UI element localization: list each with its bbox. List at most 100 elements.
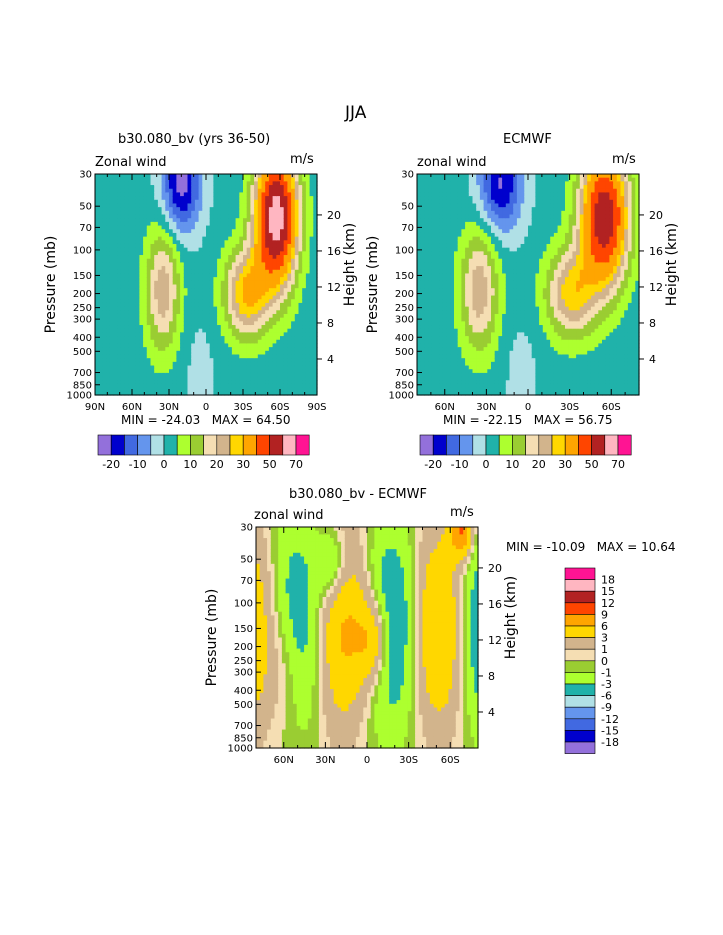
field-cell [442,376,448,381]
field-cell [243,354,248,359]
field-cell [231,295,237,300]
field-cell [494,177,499,182]
field-cell [132,273,137,278]
field-cell [439,229,444,234]
field-cell [209,321,214,326]
field-cell [239,185,244,190]
field-cell [106,391,111,396]
field-cell [457,313,462,319]
field-cell [180,262,185,267]
field-cell [472,174,477,179]
field-cell [150,251,155,256]
field-cell [454,262,459,267]
field-cell [465,295,470,300]
field-cell [157,210,163,216]
field-cell [476,372,481,378]
field-cell [465,369,470,374]
field-cell [305,262,311,267]
field-cell [246,266,251,271]
field-cell [231,188,237,194]
field-cell [172,369,177,374]
field-cell [294,376,300,381]
field-cell [220,181,226,186]
field-cell [254,325,259,330]
field-cell [454,332,459,337]
field-cell [483,262,488,267]
field-cell [180,284,185,289]
field-cell [95,299,100,304]
field-cell [283,229,288,234]
field-cell [294,262,300,267]
field-cell [435,273,440,278]
field-cell [146,210,152,216]
field-cell [213,343,218,348]
field-cell [483,387,488,392]
field-cell [428,214,433,219]
field-cell [217,221,222,227]
field-cell [217,376,222,381]
field-cell [457,192,462,197]
field-cell [154,229,159,234]
field-cell [454,177,459,182]
field-cell [239,266,244,271]
field-cell [102,376,107,381]
field-cell [161,302,166,308]
field-cell [102,185,107,190]
field-cell [420,232,425,238]
field-cell [202,262,207,267]
field-cell [187,181,192,186]
field-cell [154,365,159,370]
field-cell [157,354,163,359]
field-cell [165,376,170,381]
field-cell [461,199,466,205]
field-cell [176,328,181,333]
field-cell [128,243,133,249]
field-cell [169,247,174,252]
field-cell [209,302,214,308]
field-cell [257,196,263,201]
field-cell [268,299,274,304]
field-cell [231,350,237,356]
field-cell [291,347,296,352]
field-cell [298,266,303,271]
field-cell [139,196,144,201]
field-cell [442,269,448,275]
field-cell [439,243,444,249]
field-cell [187,262,192,267]
field-cell [257,243,263,249]
field-cell [183,288,189,293]
field-cell [191,325,196,330]
field-cell [250,317,255,322]
field-cell [202,266,207,271]
field-cell [176,262,181,267]
field-cell [172,258,177,263]
field-cell [465,229,470,234]
field-cell [98,328,103,333]
field-cell [287,354,292,359]
field-cell [454,295,459,300]
field-cell [228,266,233,271]
field-cell [139,328,144,333]
field-cell [98,347,103,352]
field-cell [143,306,148,311]
field-cell [424,236,429,241]
field-cell [439,266,444,271]
field-cell [454,199,459,205]
field-cell [280,218,285,223]
field-cell [220,383,226,389]
field-cell [465,199,470,205]
field-cell [135,236,140,241]
field-cell [172,247,177,252]
field-cell [291,181,296,186]
field-cell [450,376,455,381]
field-cell [106,174,111,179]
field-cell [165,288,170,293]
field-cell [424,174,429,179]
field-cell [224,192,229,197]
field-cell [291,350,296,356]
field-cell [235,240,240,245]
field-cell [202,336,207,341]
field-cell [124,185,129,190]
field-cell [239,354,244,359]
field-cell [276,354,281,359]
